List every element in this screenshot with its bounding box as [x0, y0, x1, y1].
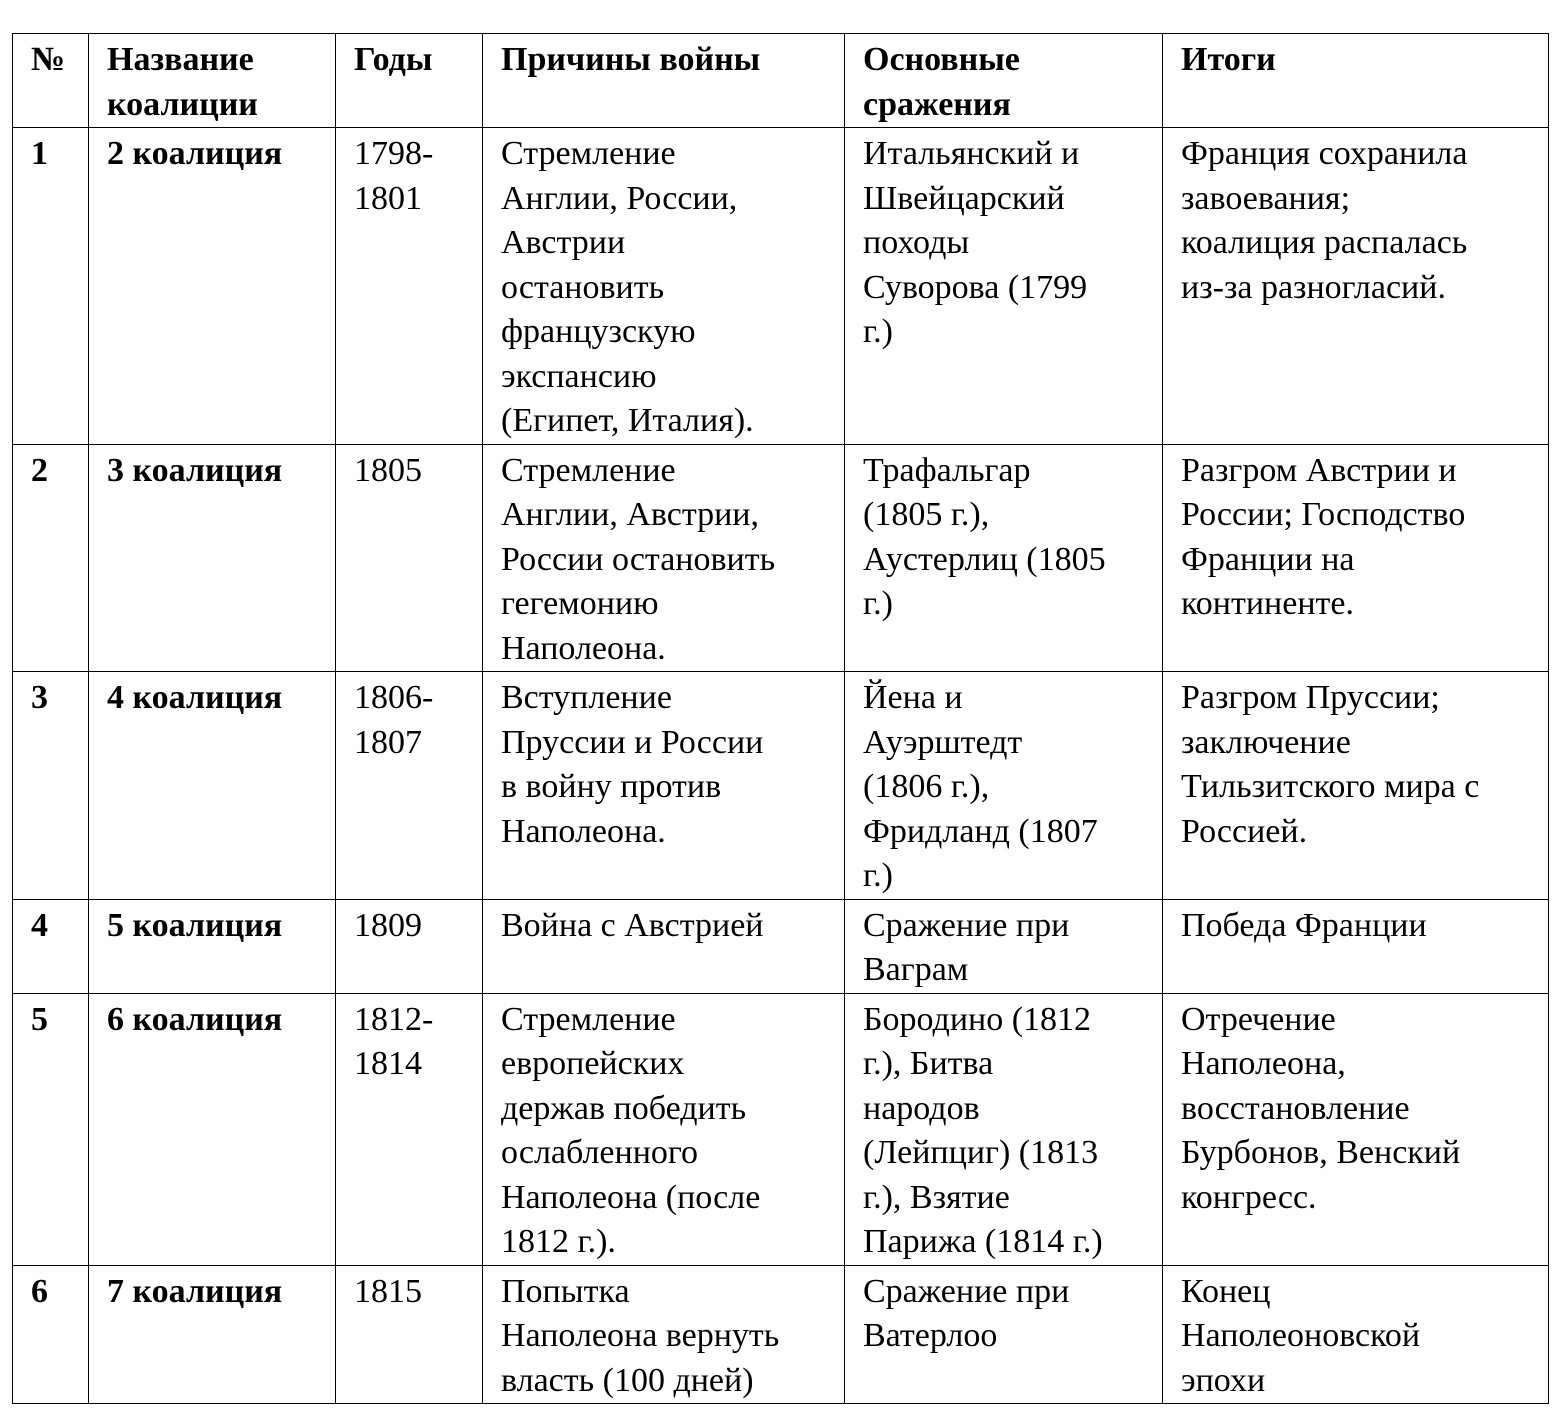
cell-causes: Вступление Пруссии и России в войну прот… — [482, 671, 845, 900]
cell-results: Франция сохранила завоевания; коалиция р… — [1162, 127, 1549, 445]
cell-coalition-name: 6 коалиция — [88, 992, 336, 1266]
cell-years: 1806- 1807 — [335, 671, 483, 900]
cell-row-number: 3 — [12, 671, 89, 900]
cell-causes: Попытка Наполеона вернуть власть (100 дн… — [482, 1264, 845, 1404]
cell-row-number: 6 — [12, 1264, 89, 1404]
cell-years: 1812- 1814 — [335, 992, 483, 1266]
cell-coalition-name: 4 коалиция — [88, 671, 336, 900]
cell-causes: Стремление Англии, Австрии, России остан… — [482, 443, 845, 672]
coalitions-table: № Название коалиции Годы Причины войны О… — [12, 33, 1549, 1404]
cell-coalition-name: 7 коалиция — [88, 1264, 336, 1404]
cell-battles: Сражение при Ватерлоо — [844, 1264, 1163, 1404]
cell-results: Разгром Австрии и России; Господство Фра… — [1162, 443, 1549, 672]
cell-battles: Йена и Ауэрштедт (1806 г.), Фридланд (18… — [844, 671, 1163, 900]
cell-causes: Война с Австрией — [482, 898, 845, 994]
header-number: № — [12, 33, 89, 128]
cell-row-number: 2 — [12, 443, 89, 672]
cell-results: Отречение Наполеона, восстановление Бурб… — [1162, 992, 1549, 1266]
header-battles: Основные сражения — [844, 33, 1163, 128]
cell-row-number: 1 — [12, 127, 89, 445]
cell-results: Разгром Пруссии; заключение Тильзитского… — [1162, 671, 1549, 900]
cell-battles: Итальянский и Швейцарский походы Суворов… — [844, 127, 1163, 445]
header-years: Годы — [335, 33, 483, 128]
cell-coalition-name: 5 коалиция — [88, 898, 336, 994]
cell-years: 1805 — [335, 443, 483, 672]
cell-causes: Стремление Англии, России, Австрии остан… — [482, 127, 845, 445]
cell-years: 1815 — [335, 1264, 483, 1404]
cell-battles: Сражение при Ваграм — [844, 898, 1163, 994]
cell-results: Конец Наполеоновской эпохи — [1162, 1264, 1549, 1404]
header-causes: Причины войны — [482, 33, 845, 128]
cell-years: 1798- 1801 — [335, 127, 483, 445]
header-row: № Название коалиции Годы Причины войны О… — [12, 33, 1549, 128]
cell-causes: Стремление европейских держав победить о… — [482, 992, 845, 1266]
cell-row-number: 5 — [12, 992, 89, 1266]
header-coalition-name: Название коалиции — [88, 33, 336, 128]
cell-row-number: 4 — [12, 898, 89, 994]
cell-battles: Бородино (1812 г.), Битва народов (Лейпц… — [844, 992, 1163, 1266]
cell-years: 1809 — [335, 898, 483, 994]
cell-coalition-name: 3 коалиция — [88, 443, 336, 672]
cell-results: Победа Франции — [1162, 898, 1549, 994]
cell-coalition-name: 2 коалиция — [88, 127, 336, 445]
cell-battles: Трафальгар (1805 г.), Аустерлиц (1805 г.… — [844, 443, 1163, 672]
header-results: Итоги — [1162, 33, 1549, 128]
